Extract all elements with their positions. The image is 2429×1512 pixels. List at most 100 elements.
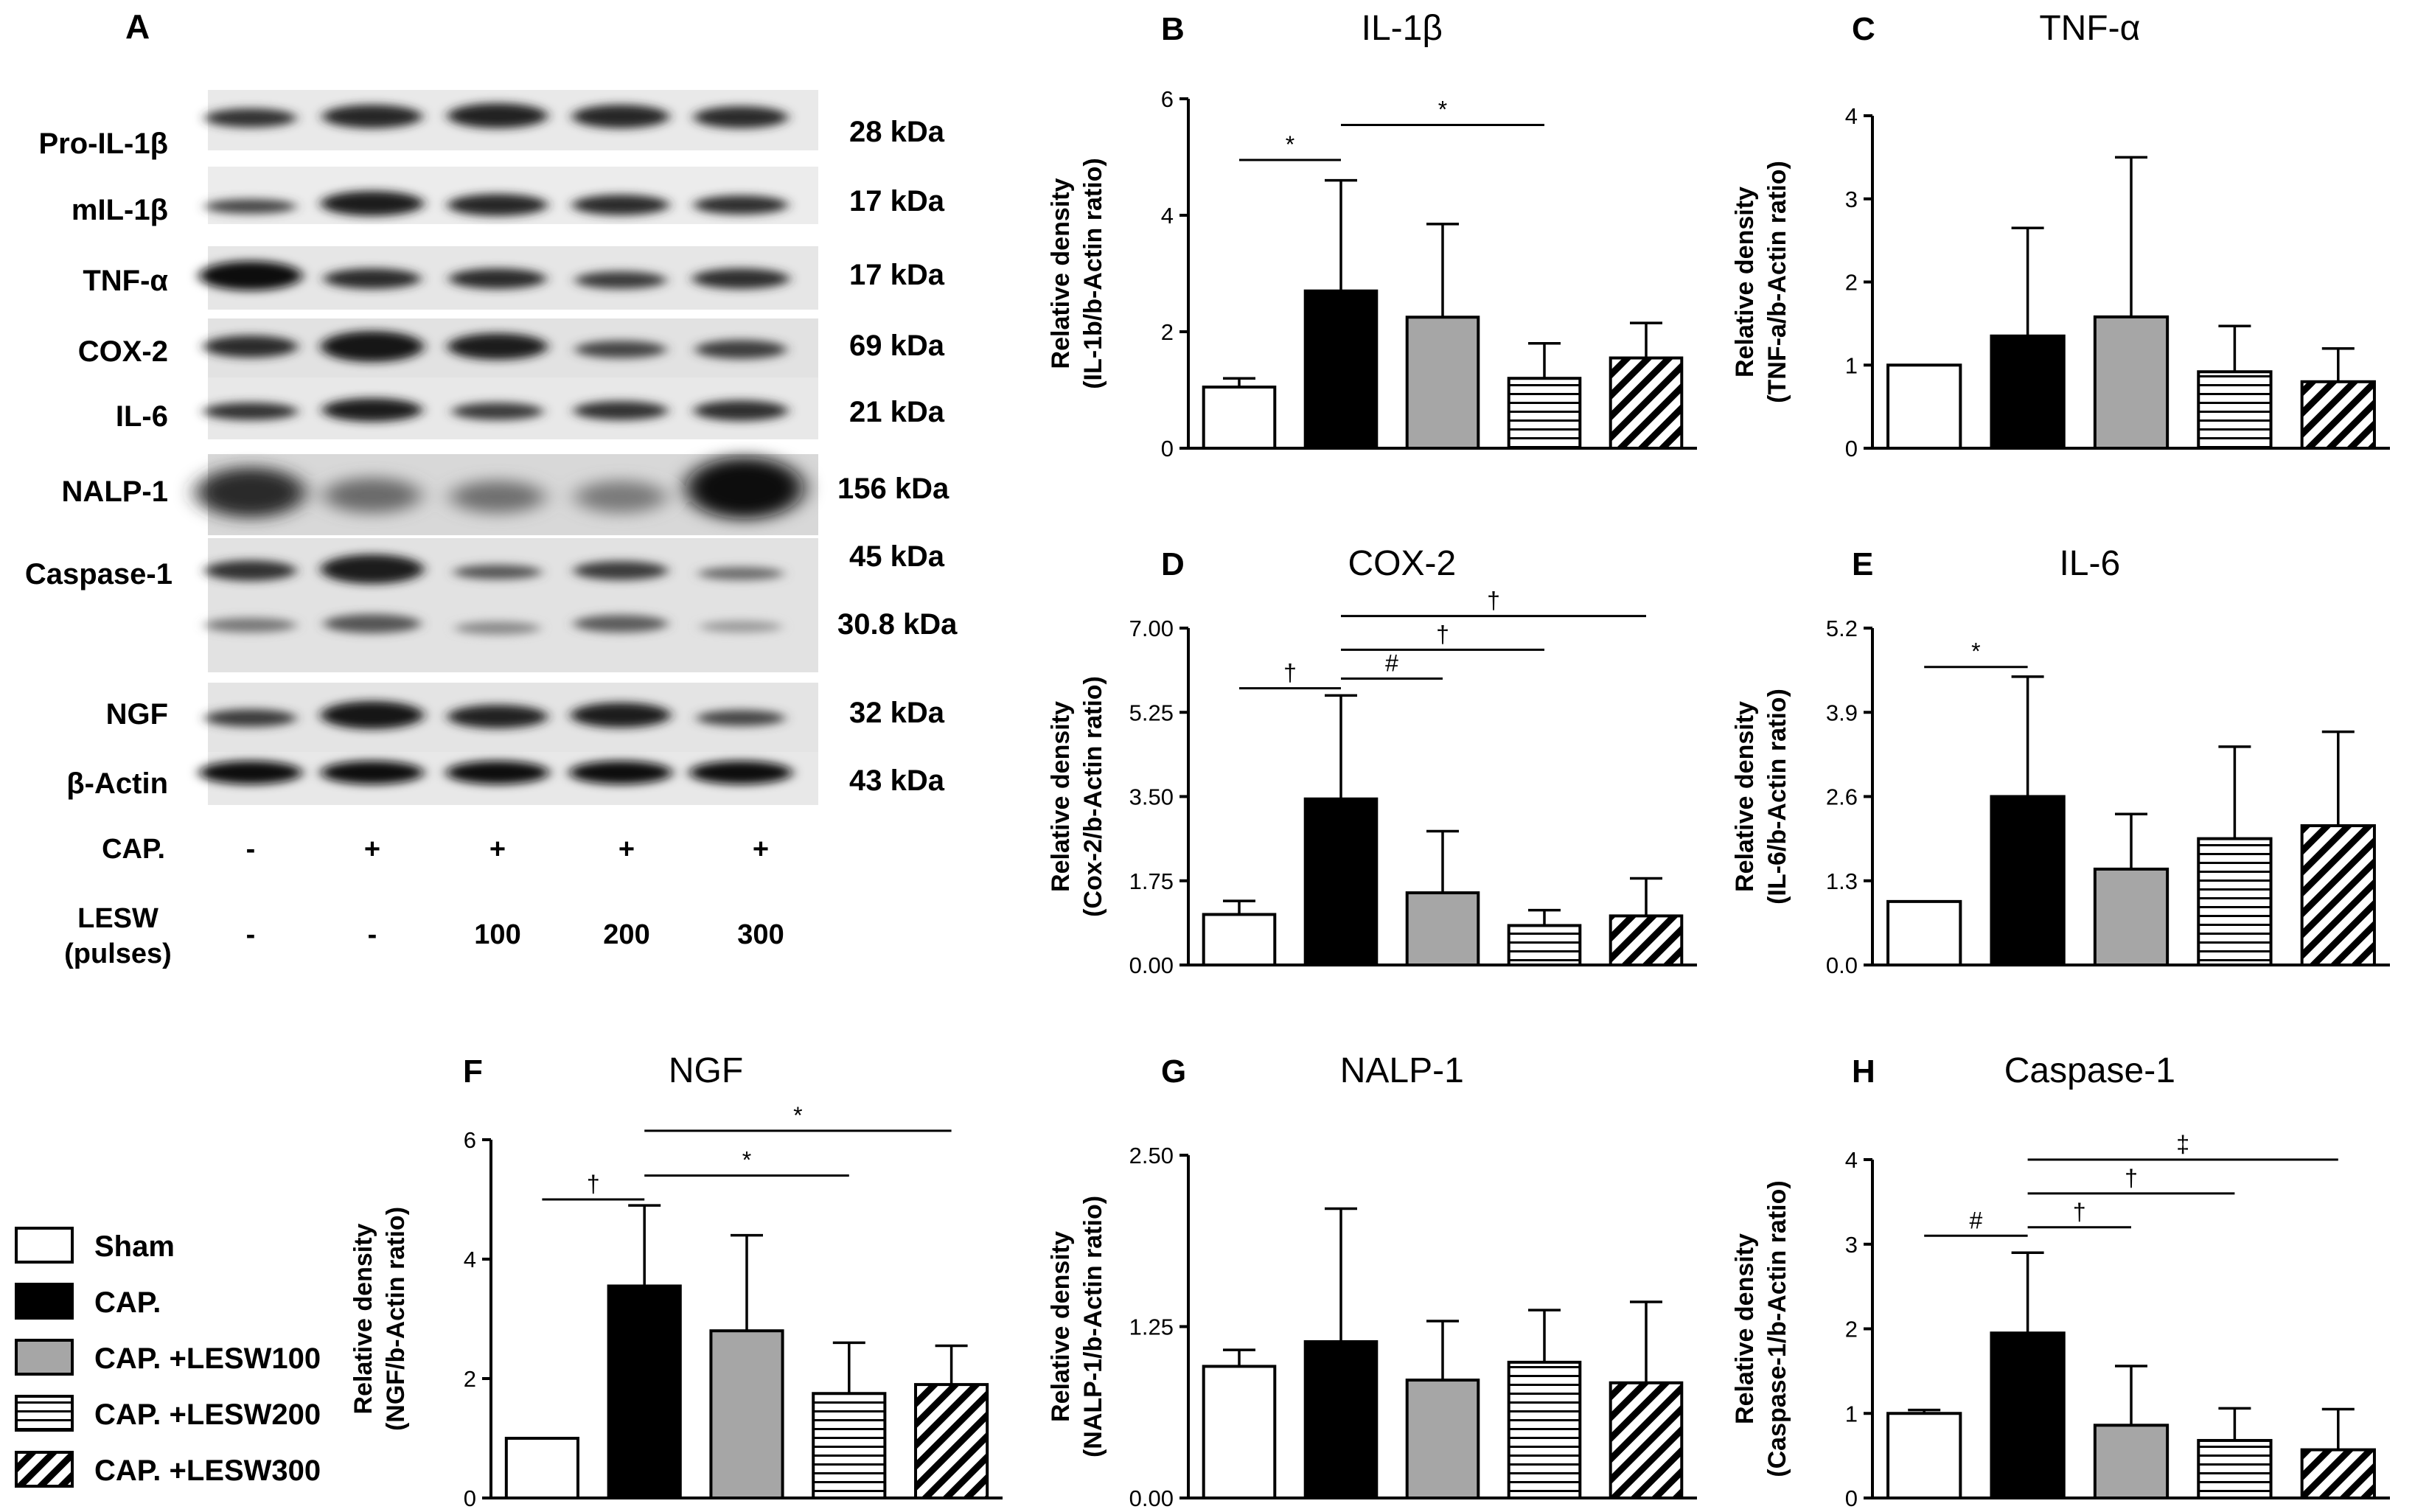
protein-label: TNF-α: [83, 265, 168, 297]
bar-cap-lesw100: [1405, 891, 1480, 966]
bar-cap-lesw200: [2197, 837, 2273, 966]
legend-swatch: [15, 1283, 74, 1320]
legend-label: CAP.: [94, 1286, 161, 1319]
y-tick-label: 3: [1845, 187, 1858, 212]
panel-label: D: [1161, 546, 1185, 582]
y-tick-label: 3.50: [1129, 784, 1174, 810]
y-tick-label: 0: [1161, 436, 1174, 461]
y-tick-label: 0: [1845, 436, 1858, 461]
y-axis-label: Relative density: [1731, 187, 1759, 377]
legend-swatch: [15, 1339, 74, 1376]
y-tick-label: 2.6: [1826, 784, 1858, 810]
significance-marker: †: [1283, 660, 1297, 686]
y-tick-label: 1: [1845, 1401, 1858, 1426]
y-tick-label: 2: [1845, 1317, 1858, 1342]
chart-E: E IL-6 Relative density (IL-6/b-Actin ratio…: [1731, 544, 2390, 978]
protein-label: β-Actin: [66, 767, 168, 800]
y-tick-label: 0.00: [1129, 952, 1174, 978]
protein-label: IL-6: [116, 400, 168, 433]
chart-title: Caspase-1: [2004, 1051, 2175, 1090]
bar-cap-: [1990, 795, 2066, 966]
bar-cap-lesw100: [2093, 867, 2170, 967]
panel-label: C: [1852, 11, 1875, 47]
significance-marker: †: [1436, 621, 1449, 647]
significance-marker: *: [1971, 638, 1980, 665]
y-tick-label: 1.75: [1129, 868, 1174, 894]
y-tick-label: 6: [464, 1127, 476, 1153]
bar-cap-lesw200: [2197, 370, 2273, 450]
y-tick-label: 1.25: [1129, 1314, 1174, 1340]
bar-sham: [1886, 363, 1962, 450]
legend-label: CAP. +LESW200: [94, 1398, 321, 1431]
cap-value: -: [246, 834, 256, 865]
bar-sham: [504, 1437, 579, 1499]
y-axis-label: Relative density: [1047, 178, 1075, 369]
legend-label: CAP. +LESW100: [94, 1342, 321, 1375]
kda-label: 69 kDa: [849, 330, 945, 362]
bar-cap-lesw300: [1609, 356, 1684, 450]
legend-swatch: [15, 1395, 74, 1432]
kda-label: 32 kDa: [849, 697, 945, 729]
legend: Sham CAP. CAP. +LESW100 CAP. +LESW200 CAP. +…: [15, 1227, 321, 1488]
lesw-value: 100: [474, 919, 520, 950]
lesw-value: 300: [737, 919, 784, 950]
bar-sham: [1202, 913, 1277, 966]
blot-bands-nalp1: [196, 457, 804, 519]
protein-label: Caspase-1: [25, 558, 172, 590]
bar-cap-: [1303, 289, 1379, 450]
protein-label: COX-2: [78, 335, 168, 368]
significance-marker: *: [742, 1147, 751, 1174]
panel-label: F: [463, 1053, 483, 1090]
chart-title: TNF-α: [2039, 9, 2140, 48]
bar-cap-lesw300: [2300, 380, 2376, 450]
chart-title: COX-2: [1348, 544, 1456, 583]
y-axis-label: Relative density: [1731, 1233, 1759, 1424]
bar-sham: [1202, 386, 1277, 450]
y-tick-label: 4: [464, 1247, 476, 1272]
y-tick-label: 2.50: [1129, 1143, 1174, 1168]
bar-cap-lesw100: [709, 1329, 784, 1499]
bar-cap-lesw300: [2300, 824, 2376, 967]
protein-label: NALP-1: [62, 475, 168, 508]
lesw-value: 200: [603, 919, 649, 950]
lesw-label: LESW: [77, 903, 158, 934]
chart-F: F NGF Relative density (NGF/b-Actin ratio) 0…: [349, 1051, 1003, 1511]
y-tick-label: 5.25: [1129, 700, 1174, 725]
bar-cap-: [1303, 797, 1379, 966]
y-axis-label: (Cox-2/b-Actin ratio): [1079, 676, 1107, 917]
y-tick-label: 2: [1161, 319, 1174, 345]
legend-label: CAP. +LESW300: [94, 1454, 321, 1487]
cap-value: +: [489, 834, 506, 865]
bar-cap-lesw300: [1609, 1381, 1684, 1500]
y-tick-label: 0: [1845, 1485, 1858, 1511]
bar-cap-: [607, 1284, 682, 1499]
y-axis-label: Relative density: [1047, 1231, 1075, 1422]
panel-label: B: [1161, 11, 1185, 47]
kda-label: 156 kDa: [837, 473, 949, 505]
bar-cap-: [1303, 1339, 1379, 1499]
panel-label: H: [1852, 1053, 1875, 1090]
kda-label: 21 kDa: [849, 396, 945, 428]
bar-cap-lesw200: [2197, 1438, 2273, 1499]
kda-label: 30.8 kDa: [837, 608, 958, 641]
y-tick-label: 0: [464, 1485, 476, 1511]
legend-swatch: [15, 1451, 74, 1488]
bar-cap-lesw300: [2300, 1448, 2376, 1500]
y-axis-label: Relative density: [1047, 701, 1075, 892]
y-axis-label: (TNF-a/b-Actin ratio): [1763, 161, 1791, 403]
bar-cap-: [1990, 334, 2066, 450]
y-tick-label: 2: [464, 1366, 476, 1392]
chart-C: C TNF-α Relative density (TNF-a/b-Actin rat…: [1731, 9, 2390, 461]
chart-title: IL-1β: [1362, 9, 1443, 48]
significance-marker: †: [1487, 588, 1500, 614]
blot-bands: [199, 103, 792, 784]
bar-sham: [1886, 899, 1962, 966]
bar-cap-lesw100: [1405, 316, 1480, 450]
significance-marker: †: [587, 1171, 600, 1197]
y-tick-label: 0.0: [1826, 952, 1858, 978]
y-tick-label: 3: [1845, 1232, 1858, 1258]
kda-label: 28 kDa: [849, 116, 945, 148]
y-axis-label: (NALP-1/b-Actin ratio): [1079, 1196, 1107, 1457]
y-tick-label: 0.00: [1129, 1485, 1174, 1511]
